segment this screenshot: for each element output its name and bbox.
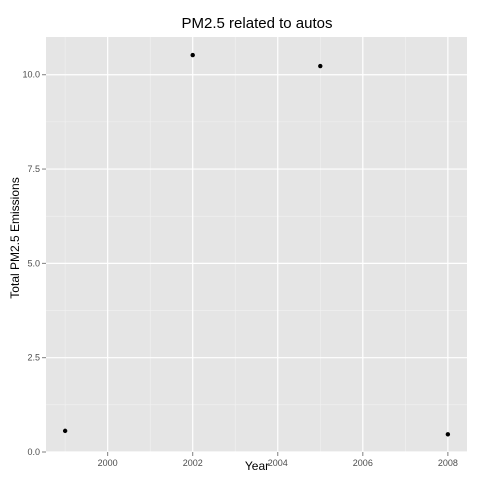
data-point (318, 63, 323, 69)
minor-gridlines (46, 37, 467, 452)
x-tick-label: 2008 (438, 458, 458, 468)
x-tick-label: 2004 (268, 458, 288, 468)
plot-panel (46, 37, 467, 452)
data-point (62, 428, 68, 434)
y-axis-label: Total PM2.5 Emissions (8, 177, 22, 298)
y-tick-label: 7.5 (27, 164, 40, 174)
data-point (190, 52, 195, 58)
y-tick-label: 10.0 (22, 70, 40, 80)
x-tick-label: 2000 (98, 458, 118, 468)
x-tick-label: 2006 (353, 458, 373, 468)
major-gridlines (46, 37, 467, 453)
chart-title: PM2.5 related to autos (182, 15, 333, 32)
data-point (445, 432, 451, 437)
y-tick-label: 2.5 (27, 353, 40, 363)
x-tick-label: 2002 (183, 458, 203, 468)
x-axis-label: Year (245, 459, 269, 473)
data-points (62, 52, 451, 437)
y-tick-label: 5.0 (27, 258, 40, 268)
x-axis-ticks: 2000 2002 2004 2006 2008 (98, 452, 458, 468)
y-axis-ticks: 0.0 2.5 5.0 7.5 10.0 (22, 70, 46, 457)
y-tick-label: 0.0 (27, 447, 40, 457)
